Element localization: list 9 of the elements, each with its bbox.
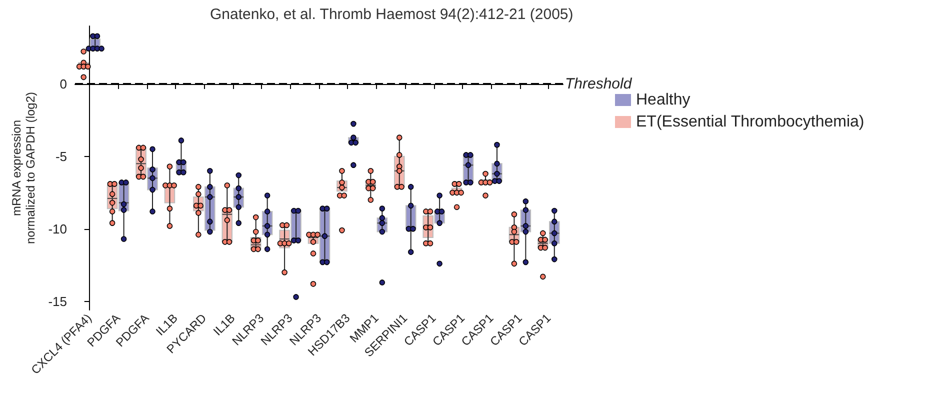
chart-title: Gnatenko, et al. Thromb Haemost 94(2):412-21 (2005)	[210, 6, 574, 23]
y-tick-label: 0	[60, 76, 67, 92]
y-tick-label: -15	[48, 294, 67, 309]
y-axis-title: mRNA expression normalized to GAPDH (log2)	[9, 92, 38, 244]
legend-label: Healthy	[636, 92, 690, 108]
ref-line-label: Threshold	[565, 75, 632, 92]
y-tick-label: -10	[48, 221, 67, 236]
legend-label: ET(Essential Thrombocythemia)	[636, 114, 864, 130]
y-tick-label: -5	[55, 148, 67, 164]
